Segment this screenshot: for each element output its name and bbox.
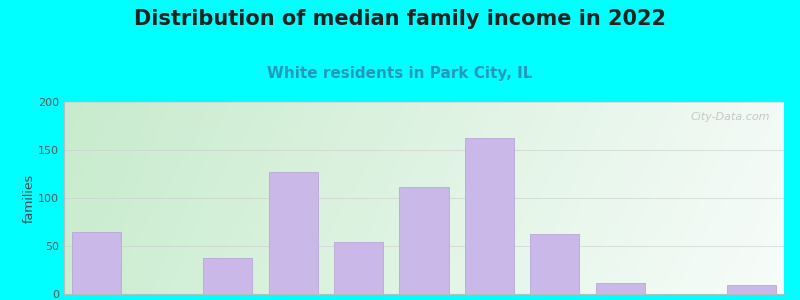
Text: Distribution of median family income in 2022: Distribution of median family income in … (134, 9, 666, 29)
Y-axis label: families: families (22, 173, 35, 223)
Bar (203, 259, 252, 294)
Bar (334, 242, 383, 294)
Bar (269, 172, 318, 294)
Bar (596, 284, 645, 294)
Text: White residents in Park City, IL: White residents in Park City, IL (267, 66, 533, 81)
Bar (530, 233, 579, 294)
Bar (72, 232, 122, 294)
Bar (399, 188, 449, 294)
Bar (726, 285, 776, 294)
Bar (465, 139, 514, 294)
Text: City-Data.com: City-Data.com (690, 112, 770, 122)
